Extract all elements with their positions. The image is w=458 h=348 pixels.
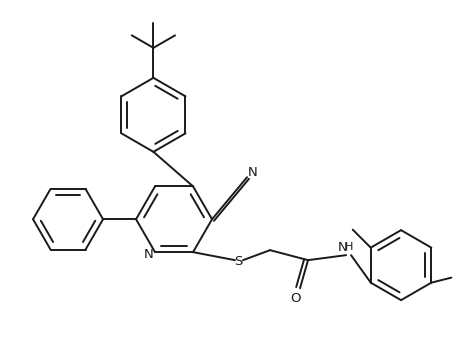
- Text: N: N: [248, 166, 258, 179]
- Text: H: H: [345, 242, 353, 252]
- Text: N: N: [338, 241, 348, 254]
- Text: O: O: [290, 292, 300, 304]
- Text: N: N: [144, 248, 154, 261]
- Text: S: S: [234, 255, 242, 268]
